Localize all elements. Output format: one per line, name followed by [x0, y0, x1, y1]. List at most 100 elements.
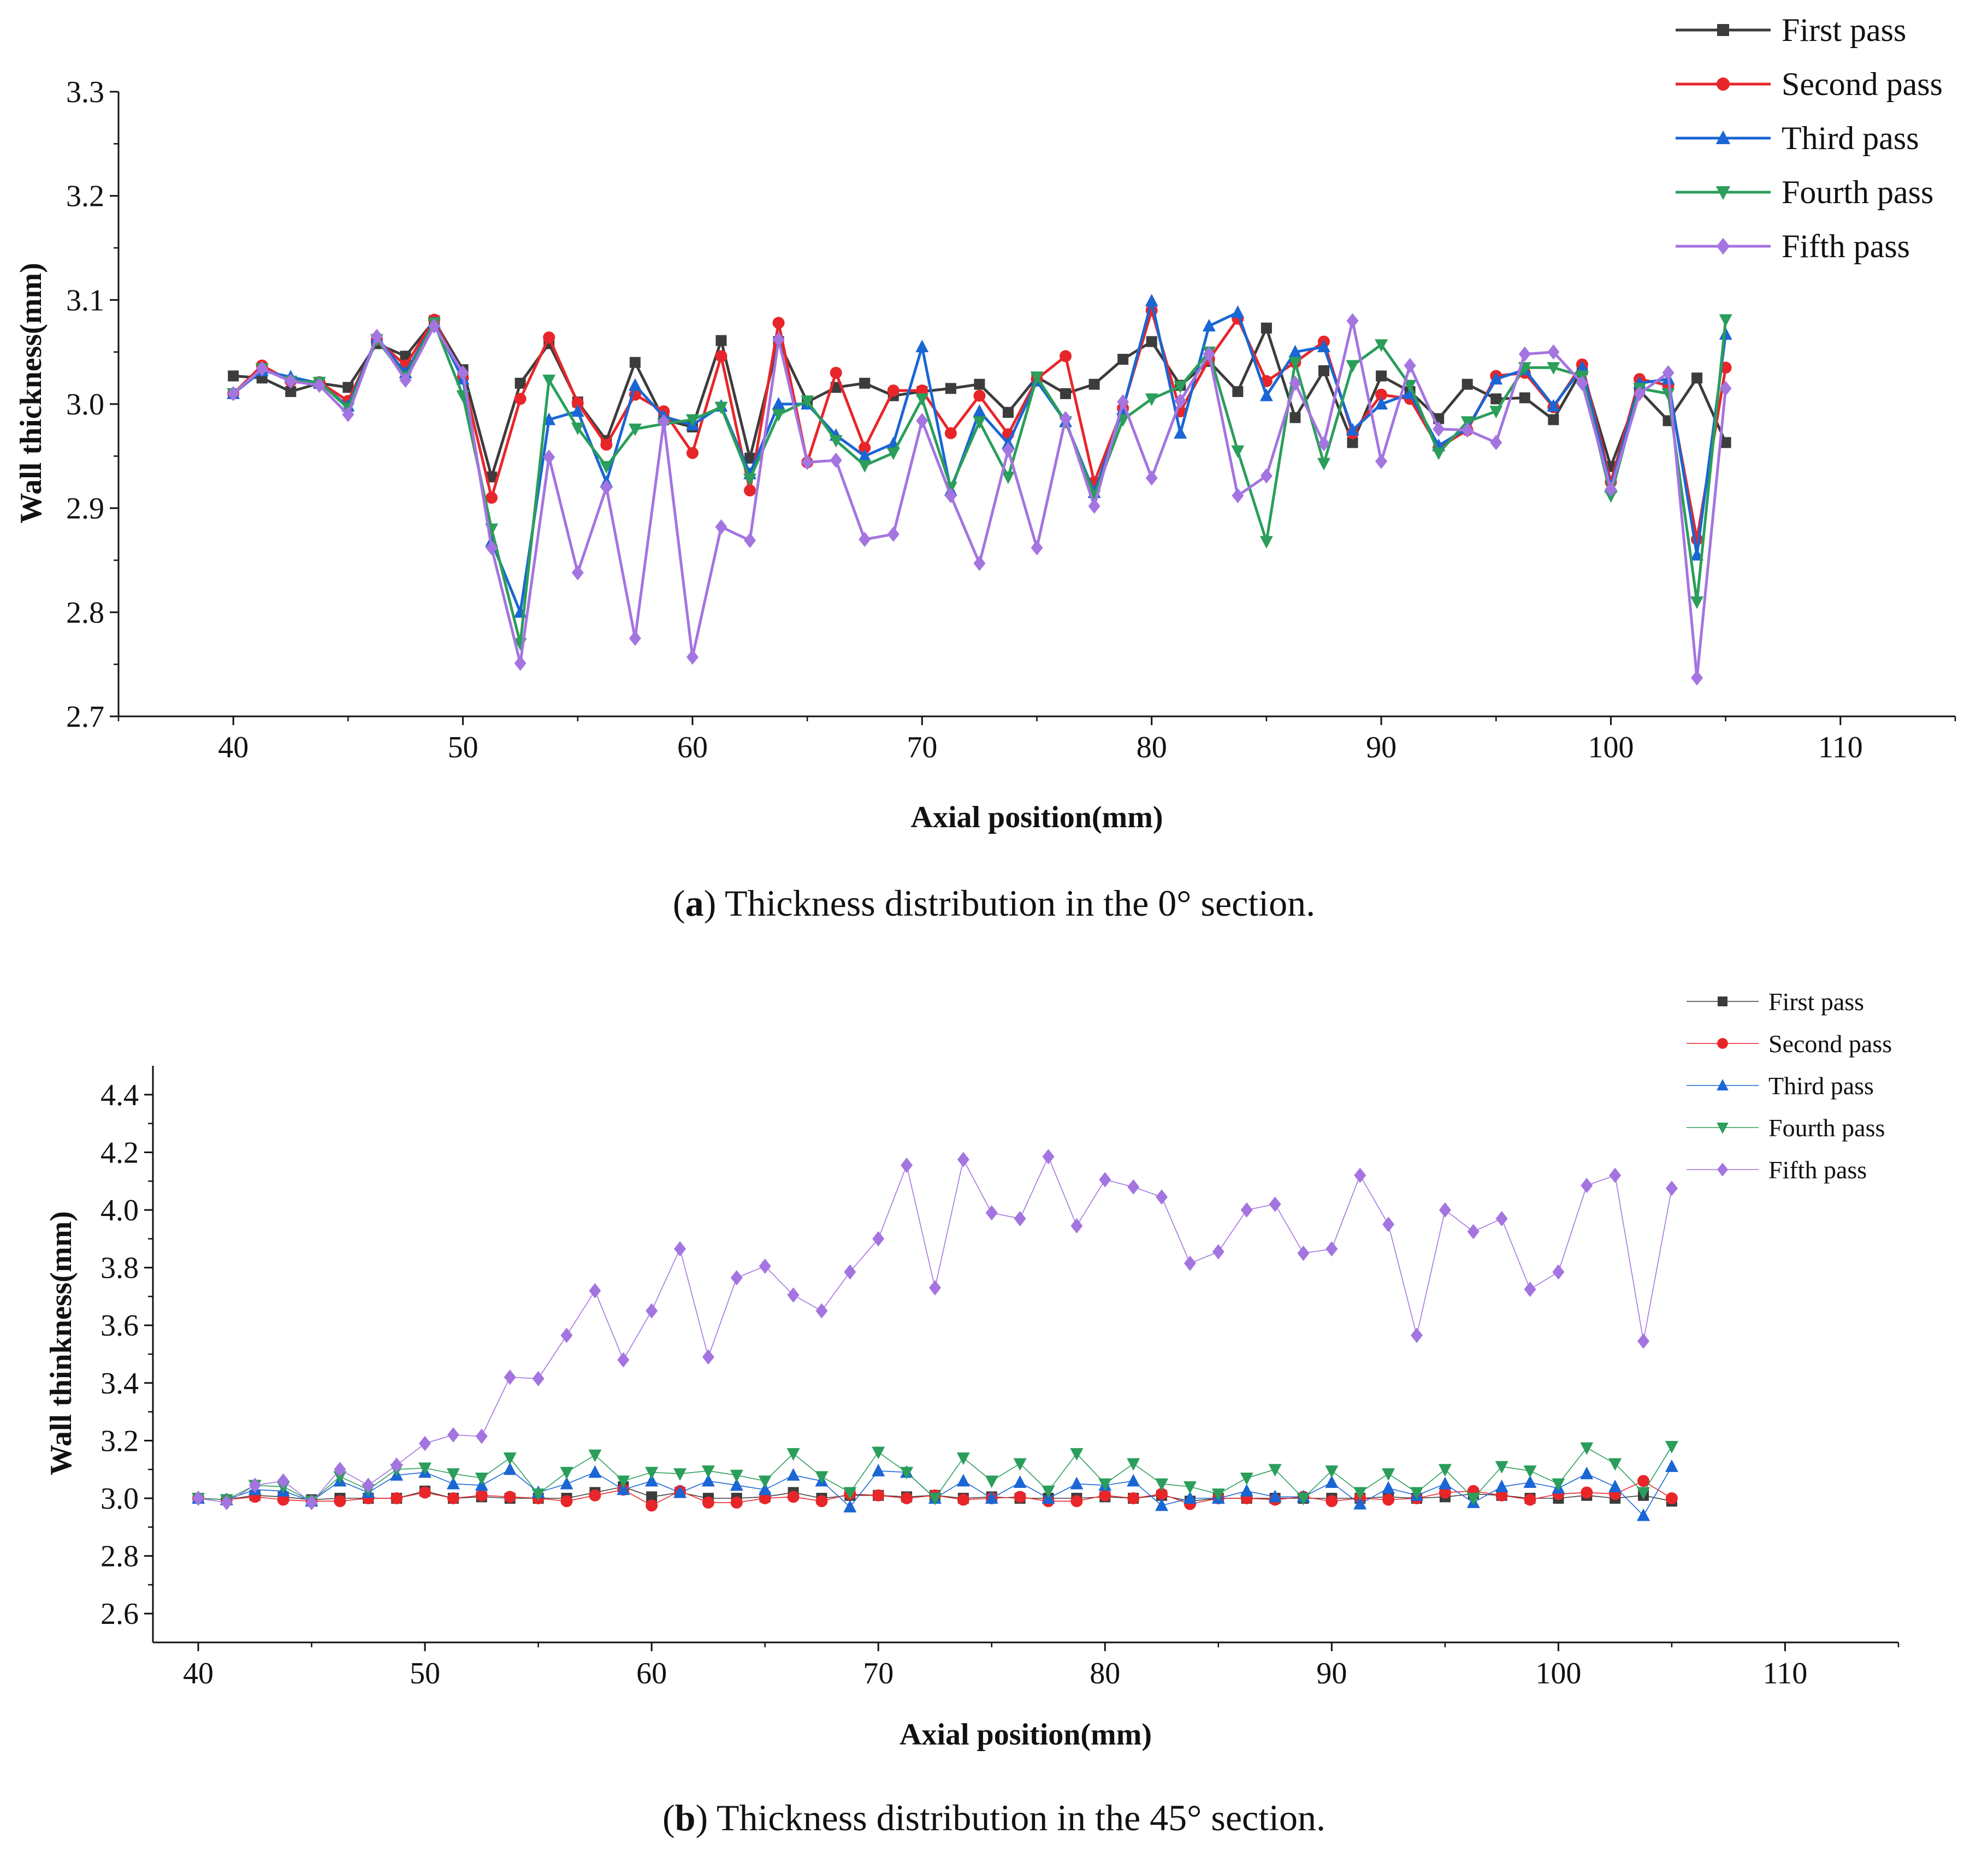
data-point-fifth-pass	[1014, 1211, 1026, 1226]
data-point-fifth-pass	[1375, 453, 1388, 469]
data-point-fourth-pass	[772, 409, 785, 422]
data-point-second-pass	[859, 442, 871, 454]
data-point-fifth-pass	[1410, 1327, 1423, 1343]
data-point-fifth-pass	[1070, 1218, 1083, 1234]
data-point-fourth-pass	[743, 473, 757, 487]
legend-label: Fourth pass	[1768, 1114, 1885, 1142]
data-point-third-pass	[1523, 1475, 1537, 1488]
data-point-fifth-pass	[1088, 498, 1100, 514]
data-point-fourth-pass	[815, 1471, 829, 1484]
data-point-fourth-pass	[701, 1465, 715, 1478]
x-tick-label: 50	[448, 731, 478, 764]
y-tick-label: 3.6	[100, 1309, 139, 1343]
data-point-third-pass	[1317, 340, 1330, 353]
y-tick-label: 4.2	[100, 1136, 139, 1170]
data-point-fourth-pass	[928, 1493, 942, 1505]
data-point-first-pass	[1232, 386, 1244, 398]
data-point-third-pass	[645, 1474, 659, 1487]
data-point-fourth-pass	[1145, 393, 1158, 406]
data-point-third-pass	[1547, 399, 1560, 412]
data-point-fifth-pass	[617, 1352, 630, 1368]
x-tick-label: 50	[410, 1657, 440, 1690]
data-point-fifth-pass	[844, 1264, 856, 1280]
x-tick-label: 40	[218, 731, 248, 764]
data-point-fourth-pass	[1382, 1468, 1395, 1481]
data-point-fourth-pass	[1432, 447, 1446, 460]
data-point-third-pass	[772, 397, 785, 410]
data-point-second-pass	[1665, 1492, 1678, 1504]
data-point-fifth-pass	[475, 1428, 488, 1444]
legend-item-fourth-pass: Fourth pass	[1687, 1114, 1885, 1142]
legend-label: Second pass	[1782, 66, 1943, 102]
legend-label: Fourth pass	[1782, 174, 1933, 210]
data-point-fifth-pass	[1354, 1167, 1366, 1183]
data-point-second-pass	[1014, 1491, 1026, 1503]
data-point-fifth-pass	[1490, 435, 1502, 450]
y-tick-label: 3.1	[66, 283, 104, 317]
data-point-third-pass	[1070, 1476, 1084, 1490]
legend-swatch-marker	[1718, 996, 1727, 1006]
data-point-fourth-pass	[571, 422, 584, 435]
data-point-fourth-pass	[1547, 362, 1560, 375]
data-point-second-pass	[390, 1492, 403, 1504]
data-point-fourth-pass	[645, 1467, 659, 1480]
data-point-third-pass	[1259, 388, 1273, 401]
data-point-first-pass	[1376, 370, 1387, 382]
data-point-fifth-pass	[1382, 1217, 1395, 1232]
data-point-fourth-pass	[1608, 1458, 1622, 1471]
data-point-fifth-pass	[399, 372, 412, 388]
data-point-third-pass	[1382, 1481, 1395, 1494]
data-point-first-pass	[744, 453, 756, 464]
data-point-second-pass	[686, 447, 699, 459]
data-point-second-pass	[944, 427, 957, 440]
series-line-fifth-pass	[198, 1156, 1672, 1503]
data-point-fifth-pass	[1552, 1264, 1565, 1280]
data-point-fifth-pass	[248, 1478, 261, 1493]
data-point-fifth-pass	[1633, 385, 1646, 401]
data-point-third-pass	[1353, 1497, 1367, 1510]
legend-label: First pass	[1768, 988, 1864, 1016]
legend-swatch-marker	[1716, 77, 1730, 91]
data-point-fourth-pass	[1268, 1464, 1282, 1477]
data-point-fourth-pass	[1317, 458, 1330, 471]
data-point-third-pass	[503, 1462, 517, 1475]
data-point-fifth-pass	[1145, 470, 1158, 486]
legend-swatch-marker	[1715, 130, 1731, 144]
legend: First pass Second pass Third pass Fourth pa…	[1676, 12, 1943, 264]
data-point-fifth-pass	[256, 361, 268, 377]
data-point-fifth-pass	[973, 555, 986, 571]
data-point-second-pass	[815, 1495, 828, 1508]
data-point-fifth-pass	[362, 1478, 375, 1493]
data-point-first-pass	[1519, 392, 1530, 404]
legend-swatch-marker	[1717, 1162, 1728, 1177]
x-tick-label: 110	[1763, 1657, 1808, 1690]
data-point-third-pass	[1346, 423, 1359, 436]
data-point-third-pass	[956, 1474, 970, 1487]
data-point-third-pass	[1127, 1474, 1140, 1487]
data-point-fourth-pass	[542, 375, 556, 388]
data-point-fifth-pass	[1184, 1255, 1196, 1271]
caption-a: (a) Thickness distribution in the 0° sec…	[672, 882, 1316, 924]
data-point-first-pass	[945, 383, 956, 394]
data-point-fourth-pass	[858, 460, 872, 473]
x-tick-label: 100	[1588, 731, 1634, 764]
data-point-first-pass	[1088, 378, 1100, 390]
legend-label: Second pass	[1768, 1030, 1892, 1058]
data-point-fourth-pass	[1001, 471, 1015, 484]
data-point-second-pass	[1070, 1495, 1083, 1508]
data-point-second-pass	[1524, 1493, 1536, 1506]
data-point-fourth-pass	[418, 1462, 432, 1475]
legend-item-fifth-pass: Fifth pass	[1687, 1156, 1867, 1184]
data-point-fourth-pass	[1042, 1485, 1055, 1498]
data-point-third-pass	[617, 1482, 630, 1496]
data-point-fifth-pass	[658, 414, 670, 430]
data-point-fifth-pass	[504, 1369, 516, 1385]
data-point-fifth-pass	[1609, 1167, 1622, 1183]
legend-label: First pass	[1782, 12, 1906, 48]
data-point-fifth-pass	[1547, 344, 1560, 360]
data-point-fifth-pass	[1662, 365, 1675, 381]
data-point-fifth-pass	[1404, 358, 1416, 373]
legend-item-third-pass: Third pass	[1676, 120, 1919, 156]
data-point-fifth-pass	[815, 1303, 828, 1319]
data-point-second-pass	[901, 1492, 913, 1504]
